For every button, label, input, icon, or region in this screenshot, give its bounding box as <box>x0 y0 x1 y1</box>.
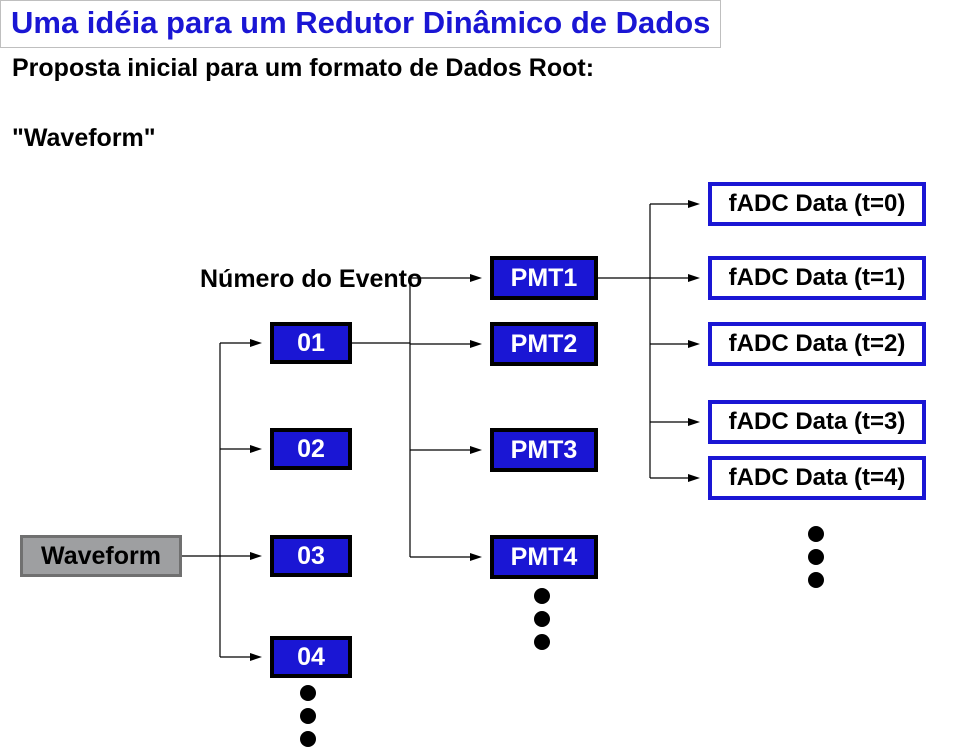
event-node: 03 <box>270 535 352 577</box>
ellipsis-dot <box>808 572 824 588</box>
diagram-stage: Uma idéia para um Redutor Dinâmico de Da… <box>0 0 960 754</box>
event-node: 04 <box>270 636 352 678</box>
ellipsis-dot <box>808 549 824 565</box>
fadc-node: fADC Data (t=3) <box>708 400 926 444</box>
waveform-node-label: Waveform <box>41 542 161 571</box>
slide-title: Uma idéia para um Redutor Dinâmico de Da… <box>0 0 721 48</box>
pmt-node-label: PMT3 <box>511 436 578 465</box>
column-header-evento: Número do Evento <box>200 265 422 294</box>
fadc-node: fADC Data (t=1) <box>708 256 926 300</box>
slide-title-text: Uma idéia para um Redutor Dinâmico de Da… <box>11 5 710 40</box>
pmt-node: PMT3 <box>490 428 598 472</box>
event-node-label: 04 <box>297 643 325 672</box>
quote-label: "Waveform" <box>12 124 156 153</box>
event-node: 02 <box>270 428 352 470</box>
ellipsis-dot <box>300 731 316 747</box>
ellipsis-dot <box>534 588 550 604</box>
fadc-node: fADC Data (t=0) <box>708 182 926 226</box>
event-node-label: 02 <box>297 435 325 464</box>
pmt-node-label: PMT4 <box>511 543 578 572</box>
ellipsis-dot <box>300 685 316 701</box>
pmt-node: PMT4 <box>490 535 598 579</box>
fadc-node-label: fADC Data (t=2) <box>729 330 906 358</box>
event-node: 01 <box>270 322 352 364</box>
slide-subtitle: Proposta inicial para um formato de Dado… <box>12 54 594 83</box>
connection-lines <box>0 0 960 754</box>
ellipsis-dot <box>808 526 824 542</box>
fadc-node-label: fADC Data (t=1) <box>729 264 906 292</box>
ellipsis-dot <box>534 634 550 650</box>
ellipsis-dot <box>534 611 550 627</box>
pmt-node: PMT1 <box>490 256 598 300</box>
fadc-node-label: fADC Data (t=3) <box>729 408 906 436</box>
fadc-node: fADC Data (t=4) <box>708 456 926 500</box>
waveform-node: Waveform <box>20 535 182 577</box>
event-node-label: 01 <box>297 329 325 358</box>
pmt-node-label: PMT2 <box>511 330 578 359</box>
pmt-node: PMT2 <box>490 322 598 366</box>
event-node-label: 03 <box>297 542 325 571</box>
pmt-node-label: PMT1 <box>511 264 578 293</box>
fadc-node-label: fADC Data (t=0) <box>729 190 906 218</box>
fadc-node: fADC Data (t=2) <box>708 322 926 366</box>
ellipsis-dot <box>300 708 316 724</box>
fadc-node-label: fADC Data (t=4) <box>729 464 906 492</box>
